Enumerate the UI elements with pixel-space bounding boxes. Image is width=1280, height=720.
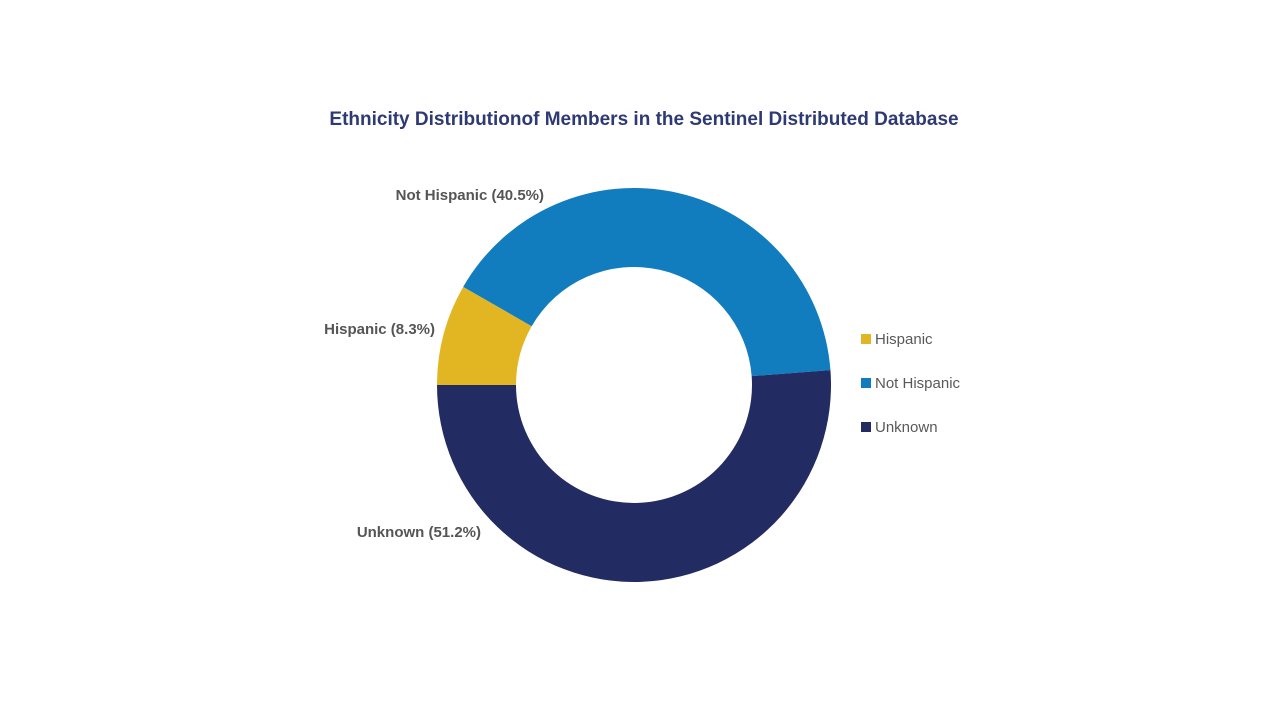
legend-swatch-hispanic <box>861 334 871 344</box>
slice-label-not-hispanic: Not Hispanic (40.5%) <box>396 187 544 204</box>
legend-item-not-hispanic: Not Hispanic <box>861 375 961 392</box>
slice-unknown <box>437 370 831 582</box>
legend: Hispanic Not Hispanic Unknown <box>861 331 961 436</box>
slice-label-unknown: Unknown (51.2%) <box>357 524 481 541</box>
slice-labels: Hispanic (8.3%) Not Hispanic (40.5%) Unkno… <box>324 187 544 541</box>
legend-item-unknown: Unknown <box>861 419 938 436</box>
slice-label-hispanic: Hispanic (8.3%) <box>324 321 435 338</box>
donut-slices <box>437 188 831 582</box>
legend-label-not-hispanic: Not Hispanic <box>875 375 961 392</box>
legend-label-hispanic: Hispanic <box>875 331 933 348</box>
legend-swatch-unknown <box>861 422 871 432</box>
slice-not-hispanic <box>463 188 831 377</box>
legend-item-hispanic: Hispanic <box>861 331 933 348</box>
chart-title: Ethnicity Distributionof Members in the … <box>329 109 958 130</box>
slice-hispanic <box>437 286 532 385</box>
legend-label-unknown: Unknown <box>875 419 938 436</box>
legend-swatch-not-hispanic <box>861 378 871 388</box>
